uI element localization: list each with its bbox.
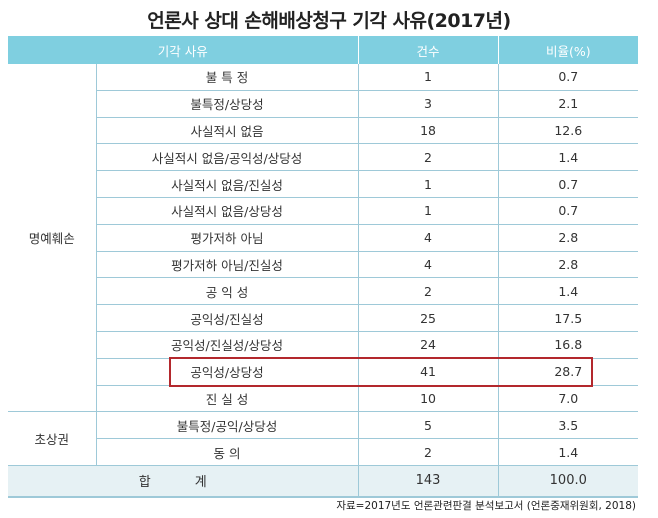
total-label: 합 계 [8, 465, 359, 498]
chart-title: 언론사 상대 손해배상청구 기각 사유(2017년) [147, 10, 511, 32]
row-count: 24 [357, 331, 499, 359]
row-reason: 공 익 성 [95, 277, 359, 306]
row-count: 2 [357, 143, 499, 172]
table-row: 동 의 2 1.4 [8, 438, 639, 466]
table-row: 명예훼손 불 특 정 1 0.7 [8, 64, 639, 413]
table-row: 초상권 불특정/공익/상당성 5 3.5 [8, 411, 639, 466]
table-row: 공 익 성 2 1.4 [8, 277, 639, 306]
group-label-defamation: 명예훼손 [8, 64, 96, 413]
row-count: 1 [357, 170, 499, 198]
header-reason: 기각 사유 [8, 36, 359, 64]
row-count: 5 [357, 411, 499, 440]
table-row: 사실적시 없음/공익성/상당성 2 1.4 [8, 143, 639, 172]
row-count: 10 [357, 385, 499, 413]
row-count: 2 [357, 277, 499, 306]
row-reason: 불특정/공익/상당성 [95, 411, 359, 440]
table-row: 사실적시 없음/상당성 1 0.7 [8, 197, 639, 225]
row-ratio: 2.8 [497, 224, 639, 252]
row-ratio: 0.7 [497, 170, 639, 198]
total-ratio: 100.0 [497, 465, 639, 498]
row-reason: 사실적시 없음/공익성/상당성 [95, 143, 359, 172]
row-count: 3 [357, 90, 499, 118]
row-count: 4 [357, 251, 499, 279]
dismissal-reasons-table: 기각 사유 건수 비율(%) 명예훼손 불 특 정 1 0.7 불특정/상당성 … [8, 36, 639, 498]
header-ratio: 비율(%) [497, 36, 639, 64]
row-reason: 불특정/상당성 [95, 90, 359, 118]
row-ratio: 12.6 [497, 117, 639, 145]
row-count: 18 [357, 117, 499, 145]
row-reason: 공익성/상당성 [95, 358, 359, 386]
row-reason: 진 실 성 [95, 385, 359, 413]
row-count: 4 [357, 224, 499, 252]
row-ratio: 0.7 [497, 64, 639, 91]
row-ratio: 16.8 [497, 331, 639, 359]
row-ratio: 17.5 [497, 304, 639, 332]
row-ratio: 0.7 [497, 197, 639, 225]
row-ratio: 28.7 [497, 358, 639, 386]
row-reason: 공익성/진실성 [95, 304, 359, 332]
table-row: 평가저하 아님/진실성 4 2.8 [8, 251, 639, 279]
row-count: 1 [357, 64, 499, 91]
row-ratio: 1.4 [497, 143, 639, 172]
row-reason: 사실적시 없음/진실성 [95, 170, 359, 198]
row-reason: 사실적시 없음 [95, 117, 359, 145]
row-ratio: 3.5 [497, 411, 639, 440]
source-note: 자료=2017년도 언론관련판결 분석보고서 (언론중재위원회, 2018) [336, 500, 636, 512]
row-reason: 평가저하 아님 [95, 224, 359, 252]
row-reason: 불 특 정 [95, 64, 359, 91]
row-count: 1 [357, 197, 499, 225]
group-label-portrait-rights: 초상권 [8, 411, 96, 466]
row-count: 2 [357, 438, 499, 466]
row-ratio: 2.1 [497, 90, 639, 118]
table-row: 불특정/상당성 3 2.1 [8, 90, 639, 118]
table-row: 공익성/진실성 25 17.5 [8, 304, 639, 332]
table-row: 진 실 성 10 7.0 [8, 385, 639, 413]
row-reason: 동 의 [95, 438, 359, 466]
row-ratio: 1.4 [497, 438, 639, 466]
row-reason: 평가저하 아님/진실성 [95, 251, 359, 279]
row-count: 41 [357, 358, 499, 386]
table-total-row: 합 계 143 100.0 [8, 465, 639, 498]
table-row: 공익성/진실성/상당성 24 16.8 [8, 331, 639, 359]
row-count: 25 [357, 304, 499, 332]
row-ratio: 7.0 [497, 385, 639, 413]
header-count: 건수 [357, 36, 499, 64]
row-ratio: 1.4 [497, 277, 639, 306]
table-row-highlighted: 공익성/상당성 41 28.7 [8, 358, 639, 386]
total-count: 143 [357, 465, 499, 498]
table-header-row: 기각 사유 건수 비율(%) [8, 36, 639, 64]
table-row: 사실적시 없음 18 12.6 [8, 117, 639, 145]
row-ratio: 2.8 [497, 251, 639, 279]
row-reason: 공익성/진실성/상당성 [95, 331, 359, 359]
table-row: 평가저하 아님 4 2.8 [8, 224, 639, 252]
table-row: 사실적시 없음/진실성 1 0.7 [8, 170, 639, 198]
row-reason: 사실적시 없음/상당성 [95, 197, 359, 225]
